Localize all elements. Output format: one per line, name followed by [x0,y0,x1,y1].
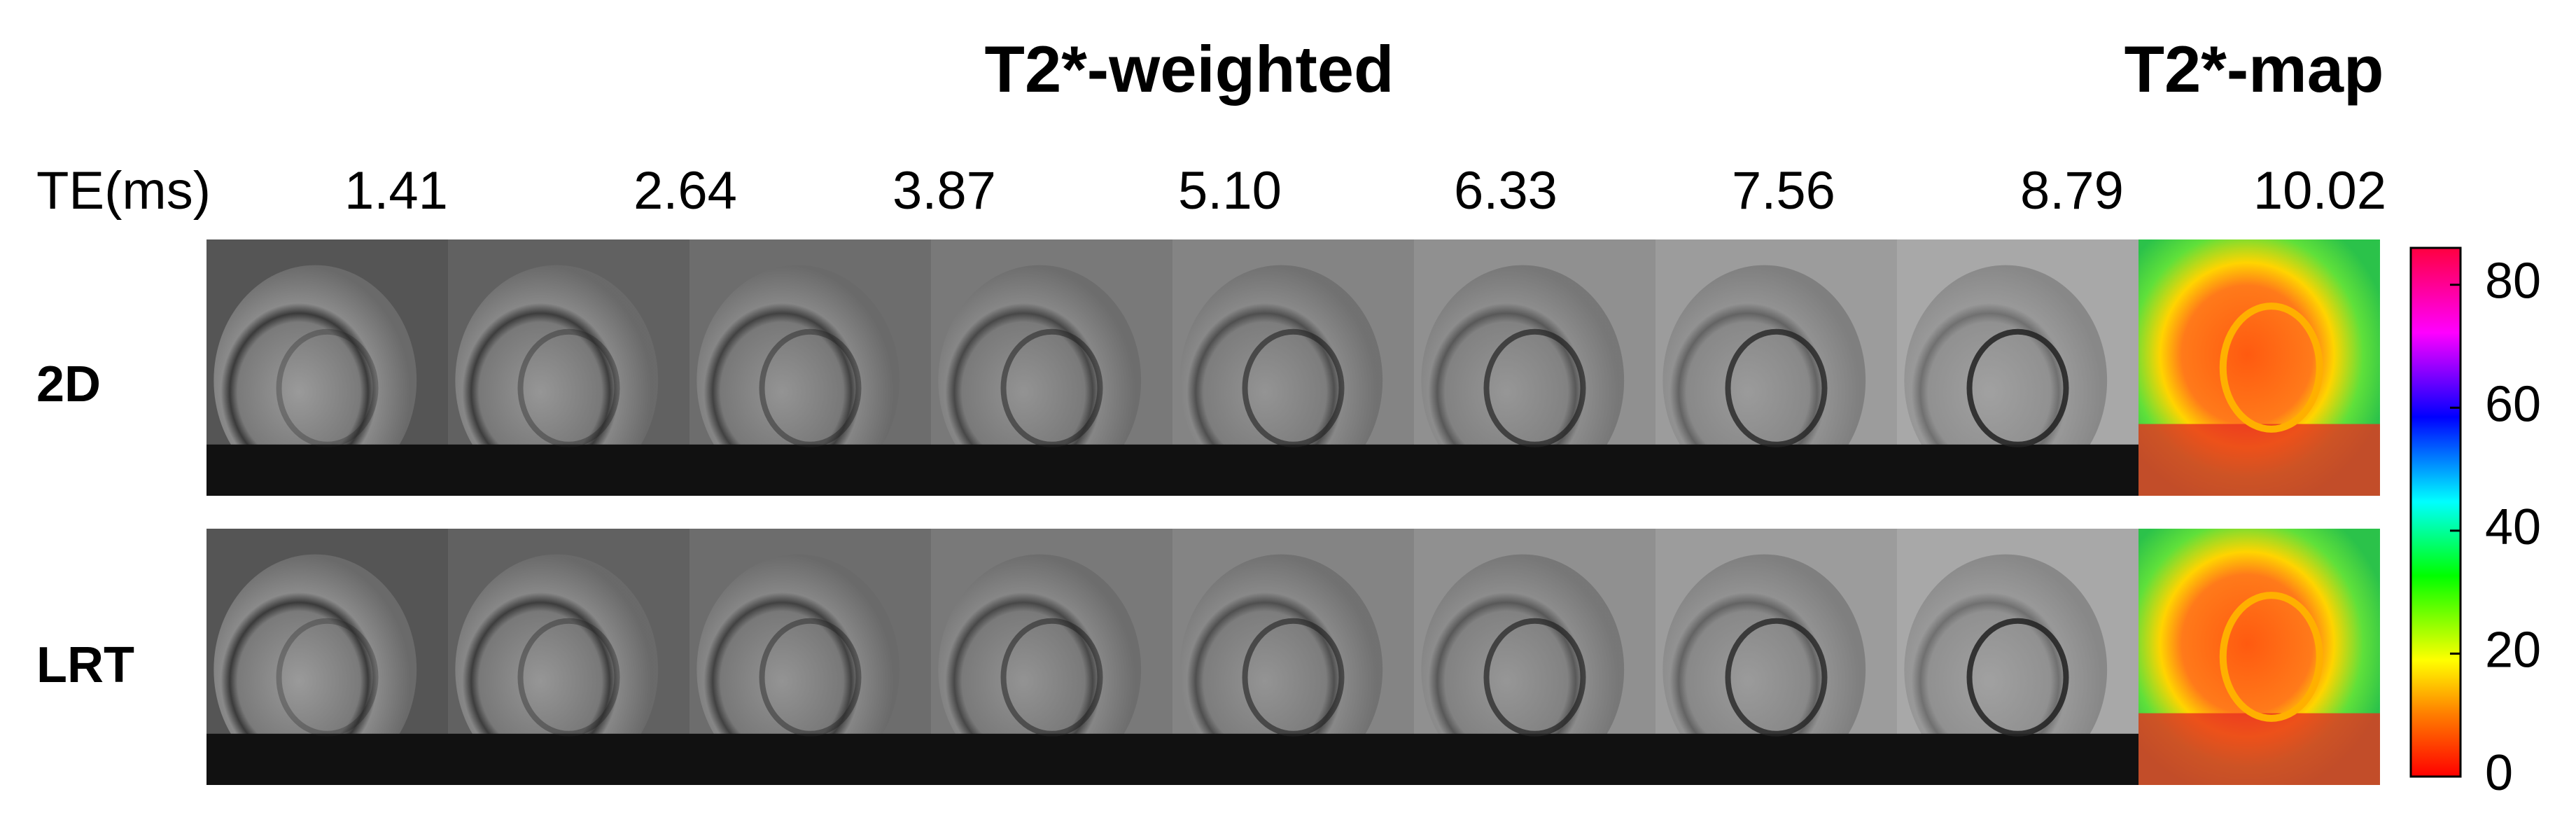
anatomy [214,554,417,785]
map-ring [2219,303,2323,433]
anatomy [1904,554,2108,785]
te-value: 7.56 [1732,161,1835,221]
row-label: 2D [36,356,101,412]
image-tile [931,529,1172,785]
tile-dark [1656,444,1897,496]
ring [276,328,379,447]
image-tile [1897,239,2138,496]
ring [517,618,620,737]
ring [517,328,620,447]
ring [759,618,862,737]
tile-dark [1656,733,1897,785]
anatomy [938,265,1142,496]
tile-dark [1897,733,2138,785]
tile-dark [448,444,690,496]
image-tile [1172,529,1414,785]
image-tile [448,239,690,496]
tile-dark [690,444,931,496]
image-tile [1656,239,1897,496]
anatomy [1421,265,1625,496]
ring [1966,328,2069,447]
image-tile [1414,239,1656,496]
te-value: 2.64 [634,161,737,221]
ring [1483,618,1586,737]
map-noise [2138,424,2380,496]
anatomy [455,554,659,785]
image-tile [690,529,931,785]
image-tile [690,239,931,496]
image-tile [206,239,448,496]
image-tile [1414,529,1656,785]
tile-dark [1414,444,1656,496]
ring [1242,328,1345,447]
tile-dark [448,733,690,785]
anatomy [1662,554,1866,785]
colorbar [2409,246,2462,778]
anatomy [1904,265,2108,496]
image-tile [2138,239,2380,496]
anatomy [1180,265,1383,496]
anatomy [1180,554,1383,785]
anatomy [1421,554,1625,785]
anatomy [696,265,900,496]
anatomy [455,265,659,496]
row-label: LRT [36,637,134,693]
title: T2*-weighted [985,32,1394,106]
ring [1000,618,1103,737]
tick-label: 0 [2485,745,2513,801]
image-tile [1172,239,1414,496]
ring [1242,618,1345,737]
title: T2*-map [2124,32,2384,106]
tile-dark [931,444,1172,496]
tick-label: 20 [2485,622,2541,678]
tick-label: 40 [2485,499,2541,555]
image-grid [206,239,2380,785]
image-tile [2138,529,2380,785]
tile-dark [206,444,448,496]
tile-dark [206,733,448,785]
image-tile [448,529,690,785]
map-noise [2138,713,2380,785]
te-value: 6.33 [1454,161,1558,221]
ring [276,618,379,737]
tile-dark [931,733,1172,785]
tick-label: 60 [2485,376,2541,432]
map-ring [2219,592,2323,722]
tile-dark [1172,444,1414,496]
tick-label: 80 [2485,253,2541,310]
image-tile [206,529,448,785]
ring [1483,328,1586,447]
tile-dark [1172,733,1414,785]
tile-dark [690,733,931,785]
tile-dark [1897,444,2138,496]
te-label: TE(ms) [36,161,211,221]
te-value: 10.02 [2253,161,2386,221]
te-value: 8.79 [2020,161,2124,221]
ring [1000,328,1103,447]
te-value: 3.87 [892,161,996,221]
anatomy [1662,265,1866,496]
tile-dark [1414,733,1656,785]
te-value: 1.41 [344,161,448,221]
ring [1725,618,1828,737]
ring [1725,328,1828,447]
anatomy [696,554,900,785]
image-tile [1897,529,2138,785]
ring [759,328,862,447]
colorbar-ticks: 0 20 40 60 80 [2450,253,2541,801]
anatomy [938,554,1142,785]
image-tile [1656,529,1897,785]
image-tile [931,239,1172,496]
anatomy [214,265,417,496]
ring [1966,618,2069,737]
te-value: 5.10 [1178,161,1282,221]
